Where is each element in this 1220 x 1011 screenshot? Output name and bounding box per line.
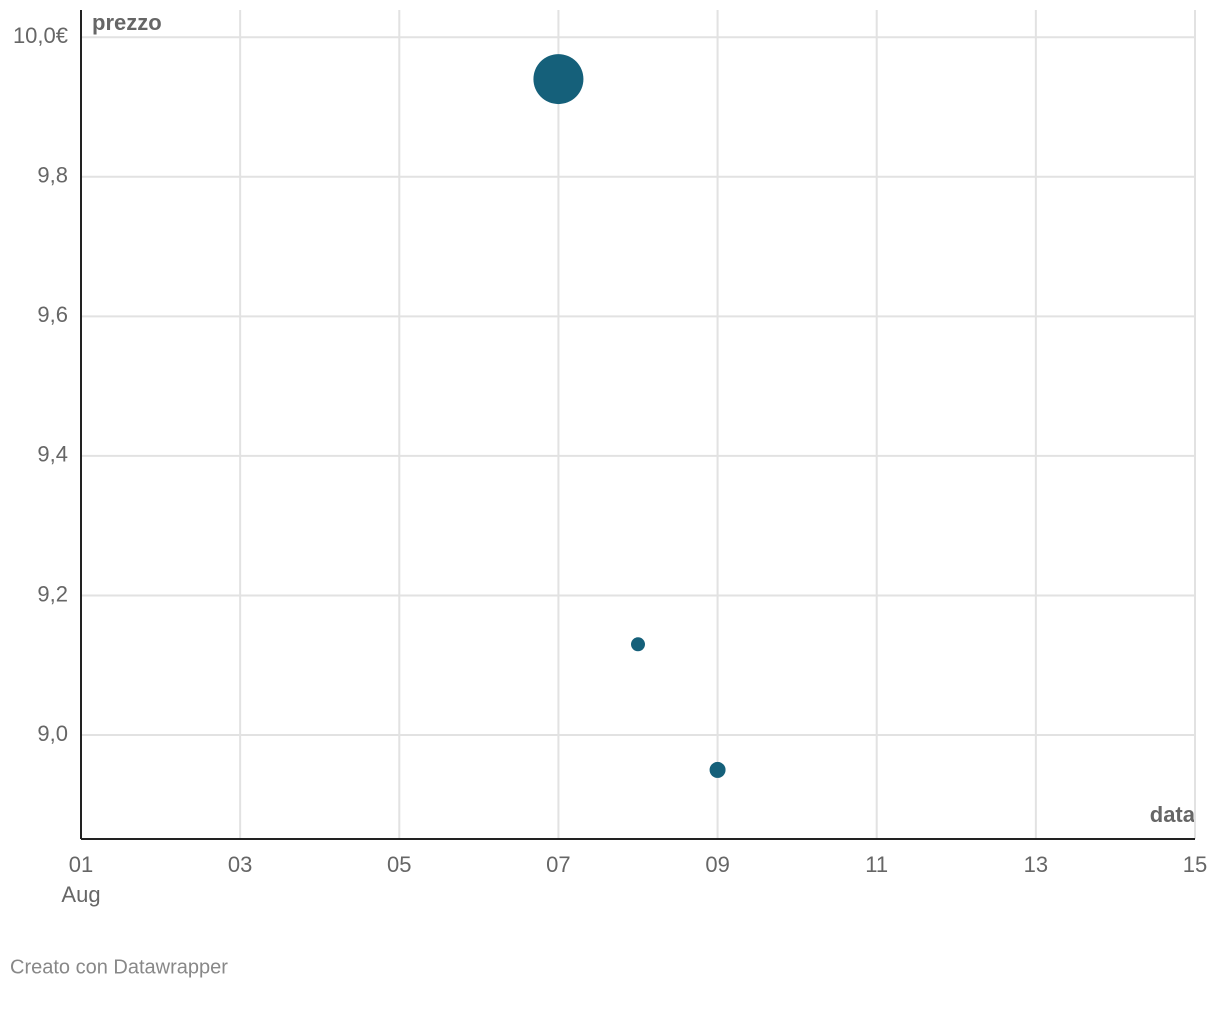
y-tick-label: 10,0€ bbox=[13, 23, 68, 48]
y-tick-label: 9,0 bbox=[37, 721, 68, 746]
x-tick-label: 03 bbox=[228, 852, 252, 877]
x-axis-title: data bbox=[1150, 802, 1196, 827]
x-tick-label: 09 bbox=[705, 852, 729, 877]
y-tick-label: 9,8 bbox=[37, 163, 68, 188]
bubble bbox=[631, 637, 645, 652]
bubble bbox=[709, 761, 726, 778]
x-tick-sublabel: Aug bbox=[61, 882, 100, 907]
bubble bbox=[533, 54, 584, 105]
footer: Creato con Datawrapper bbox=[10, 956, 228, 978]
y-axis-title: prezzo bbox=[92, 10, 162, 35]
x-tick-label: 15 bbox=[1183, 852, 1207, 877]
x-tick-label: 05 bbox=[387, 852, 411, 877]
x-tick-label: 13 bbox=[1024, 852, 1048, 877]
x-tick-label: 07 bbox=[546, 852, 570, 877]
y-tick-label: 9,6 bbox=[37, 302, 68, 327]
y-tick-label: 9,2 bbox=[37, 581, 68, 606]
x-tick-label: 11 bbox=[865, 852, 888, 877]
y-tick-label: 9,4 bbox=[37, 442, 68, 467]
x-tick-label: 01 bbox=[69, 852, 93, 877]
